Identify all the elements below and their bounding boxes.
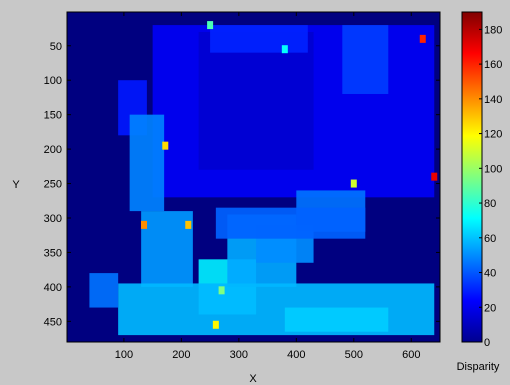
y-tick-label: 50: [50, 41, 62, 53]
colorbar-tick-label: 60: [484, 233, 496, 245]
disparity-spot-6: [419, 34, 426, 43]
y-tick-label: 250: [44, 179, 62, 191]
disparity-region-13: [89, 273, 119, 308]
colorbar-tick-label: 20: [484, 302, 496, 314]
x-tick-label: 300: [230, 349, 248, 361]
colorbar-ticks: 0 20 40 60 80 100 120 140 160 180: [479, 24, 502, 349]
disparity-region-5: [129, 114, 165, 212]
x-axis-label: X: [249, 373, 257, 385]
colorbar-tick-label: 40: [484, 268, 496, 280]
colorbar: 0 20 40 60 80 100 120 140 160 180 Disparity: [457, 11, 502, 373]
heatmap-layer: [89, 21, 438, 336]
disparity-spot-1: [141, 220, 148, 229]
y-tick-label: 350: [44, 247, 62, 259]
disparity-region-6: [141, 211, 193, 287]
colorbar-tick-label: 140: [484, 94, 502, 106]
x-tick-label: 500: [345, 349, 363, 361]
colorbar-tick-label: 120: [484, 129, 502, 141]
disparity-spot-0: [162, 141, 169, 150]
colorbar-tick-label: 0: [484, 337, 490, 349]
colorbar-tick-label: 180: [484, 24, 502, 36]
disparity-region-4: [342, 25, 389, 94]
disparity-spot-3: [212, 320, 219, 329]
y-tick-label: 200: [44, 144, 62, 156]
x-tick-label: 100: [115, 349, 133, 361]
x-tick-label: 200: [172, 349, 190, 361]
disparity-spot-4: [350, 179, 357, 188]
y-tick-label: 400: [44, 282, 62, 294]
y-tick-label: 100: [44, 75, 62, 87]
plot-frame: [66, 11, 441, 343]
colorbar-tick-label: 160: [484, 59, 502, 71]
y-tick-label: 450: [44, 316, 62, 328]
y-axis-ticks: 50 100 150 200 250 300 350 400 450: [44, 41, 440, 328]
y-tick-label: 150: [44, 110, 62, 122]
colorbar-tick-label: 100: [484, 163, 502, 175]
colorbar-gradient: [461, 11, 483, 343]
disparity-spot-9: [218, 286, 225, 295]
disparity-spot-5: [431, 172, 438, 181]
colorbar-tick-label: 80: [484, 198, 496, 210]
y-tick-label: 300: [44, 213, 62, 225]
disparity-region-1: [198, 31, 314, 170]
plot-area: [66, 11, 441, 343]
colorbar-label: Disparity: [457, 361, 500, 373]
x-tick-label: 400: [287, 349, 305, 361]
disparity-spot-2: [185, 220, 192, 229]
y-axis-label: Y: [12, 179, 20, 191]
disparity-spot-7: [207, 21, 214, 30]
x-axis-ticks: 100 200 300 400 500 600: [115, 12, 420, 361]
disparity-region-14: [284, 307, 389, 332]
disparity-spot-8: [281, 45, 288, 54]
disparity-region-2: [210, 25, 308, 53]
disparity-region-11: [215, 207, 366, 239]
x-tick-label: 600: [402, 349, 420, 361]
